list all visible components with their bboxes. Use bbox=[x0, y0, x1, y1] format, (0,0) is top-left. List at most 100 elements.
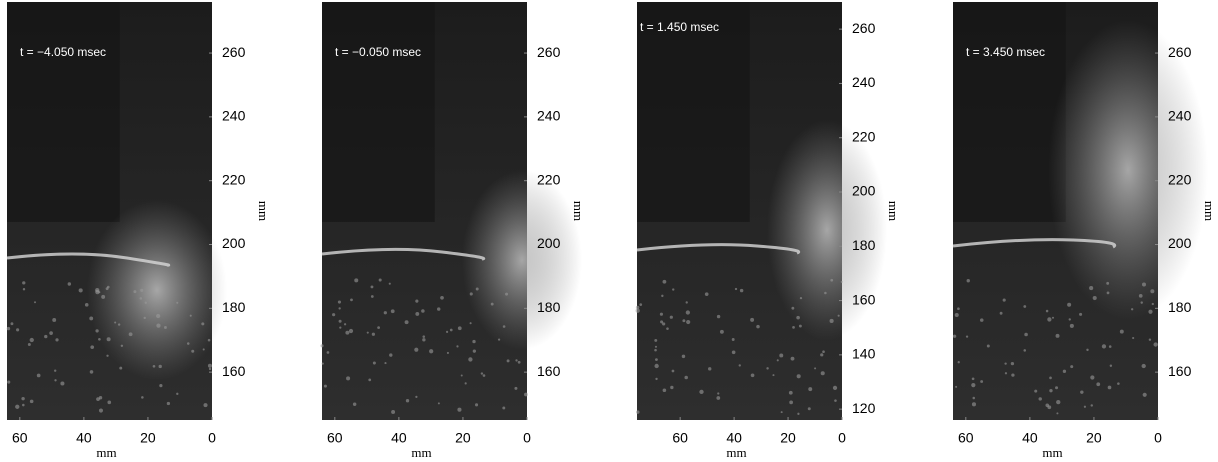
bubble bbox=[654, 349, 657, 352]
y-tick-label: 180 bbox=[222, 299, 246, 315]
bubble bbox=[438, 402, 440, 404]
x-tick-label: 40 bbox=[1022, 430, 1038, 446]
bubble bbox=[465, 382, 467, 384]
bubble bbox=[16, 328, 19, 331]
bubble bbox=[661, 295, 663, 297]
y-tick-label: 200 bbox=[537, 235, 561, 251]
bubble bbox=[830, 319, 834, 323]
bubble bbox=[22, 404, 25, 407]
bubble bbox=[414, 348, 418, 352]
bubble bbox=[524, 393, 528, 397]
bubble bbox=[30, 400, 34, 404]
bubble bbox=[21, 397, 24, 400]
bubble bbox=[1152, 303, 1154, 305]
bubble bbox=[7, 327, 10, 330]
bubble bbox=[353, 402, 356, 405]
y-tick-label: 220 bbox=[852, 128, 876, 144]
bubble bbox=[1096, 382, 1100, 386]
y-tick-label: 240 bbox=[537, 108, 561, 124]
bubble bbox=[789, 400, 793, 404]
bubble bbox=[475, 403, 478, 406]
bubble bbox=[23, 288, 25, 290]
bubble bbox=[457, 408, 461, 412]
bubble bbox=[1131, 308, 1133, 310]
bubble bbox=[772, 374, 774, 376]
x-tick-label: 0 bbox=[523, 430, 531, 446]
bubble bbox=[187, 342, 190, 345]
bubble bbox=[1047, 317, 1051, 321]
bubble bbox=[429, 349, 433, 353]
bubble bbox=[121, 345, 123, 347]
bubble bbox=[208, 364, 212, 368]
bubble bbox=[54, 370, 56, 372]
bubble bbox=[367, 332, 369, 334]
y-axis-label: mm bbox=[256, 201, 271, 221]
bubble bbox=[822, 350, 825, 353]
x-tick-label: 0 bbox=[1154, 430, 1162, 446]
bubble bbox=[49, 331, 53, 335]
x-tick-label: 20 bbox=[140, 430, 156, 446]
bubble bbox=[1150, 289, 1154, 293]
bubble bbox=[11, 322, 14, 325]
bubble bbox=[808, 407, 811, 410]
bubble bbox=[1093, 296, 1097, 300]
bubble bbox=[95, 329, 98, 332]
bubble bbox=[966, 335, 968, 337]
bubble bbox=[686, 320, 690, 324]
bubble bbox=[503, 325, 506, 328]
bubble bbox=[338, 307, 340, 309]
bubble bbox=[971, 383, 975, 387]
bubble bbox=[159, 365, 162, 368]
bubble bbox=[203, 403, 207, 407]
bubble bbox=[821, 371, 825, 375]
bubble bbox=[133, 290, 136, 293]
bubble bbox=[655, 378, 657, 380]
bubble bbox=[1046, 310, 1049, 313]
bubble bbox=[1045, 404, 1049, 408]
bubble bbox=[320, 344, 323, 347]
bubble bbox=[684, 376, 688, 380]
bubble bbox=[834, 399, 837, 402]
bubble bbox=[440, 296, 444, 300]
y-tick-label: 160 bbox=[222, 363, 246, 379]
y-tick-label: 120 bbox=[852, 400, 876, 416]
bubble bbox=[68, 282, 71, 285]
bubble bbox=[107, 337, 111, 341]
bubble bbox=[7, 381, 10, 384]
bubble bbox=[473, 350, 476, 353]
x-axis-label: mm bbox=[726, 445, 746, 460]
y-axis-label: mm bbox=[886, 201, 901, 221]
bubble bbox=[1063, 370, 1066, 373]
bubble bbox=[841, 281, 843, 283]
bubble bbox=[660, 313, 663, 316]
bubble bbox=[98, 338, 101, 341]
bubble bbox=[28, 343, 31, 346]
bubble bbox=[1142, 364, 1146, 368]
annotation: t = 1.450 msec bbox=[640, 20, 719, 34]
bubble bbox=[191, 350, 194, 353]
bubble bbox=[164, 326, 167, 329]
panel bbox=[7, 2, 227, 420]
bubble bbox=[791, 357, 795, 361]
bubble bbox=[349, 329, 353, 333]
bubble bbox=[1108, 386, 1112, 390]
bubble bbox=[483, 374, 486, 377]
bubble bbox=[322, 363, 324, 365]
bubble bbox=[371, 285, 374, 288]
bubble bbox=[972, 402, 976, 406]
bubble bbox=[1079, 313, 1082, 316]
bubble bbox=[389, 283, 391, 285]
bubble bbox=[972, 397, 975, 400]
bubble bbox=[437, 307, 440, 310]
bubble bbox=[824, 292, 827, 295]
bubble bbox=[735, 288, 737, 290]
bubble bbox=[190, 315, 192, 317]
bubble bbox=[389, 353, 392, 356]
bubble bbox=[379, 278, 382, 281]
x-axis-label: mm bbox=[411, 445, 431, 460]
bubble bbox=[422, 338, 425, 341]
bubble bbox=[505, 293, 508, 296]
x-axis-label: mm bbox=[1042, 445, 1062, 460]
bubble bbox=[368, 379, 371, 382]
bubble bbox=[670, 386, 673, 389]
